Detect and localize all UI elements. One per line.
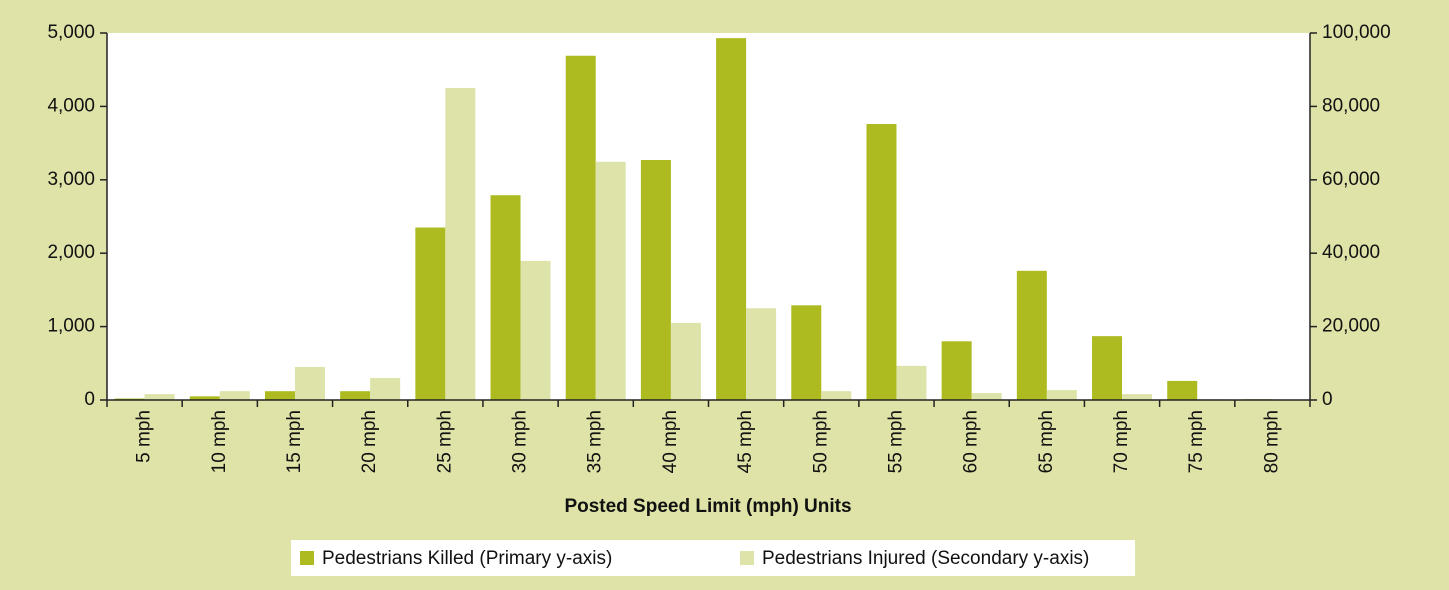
y2-tick-label: 40,000 [1322, 242, 1380, 263]
bar [370, 377, 401, 400]
y2-tick-label: 100,000 [1322, 22, 1391, 43]
legend-swatch [300, 551, 314, 565]
x-tick-label: 10 mph [209, 410, 230, 473]
x-tick-label: 30 mph [510, 410, 531, 473]
y2-tick-label: 60,000 [1322, 169, 1380, 190]
y-tick-label: 4,000 [47, 95, 95, 116]
bar [565, 55, 596, 401]
y-tick-label: 5,000 [47, 22, 95, 43]
bar [1092, 336, 1123, 400]
y-tick-label: 3,000 [47, 169, 95, 190]
x-tick-label: 25 mph [434, 410, 455, 473]
x-tick-label: 45 mph [735, 410, 756, 473]
bar [791, 305, 822, 400]
x-tick-label: 5 mph [134, 410, 155, 463]
y-tick-label: 2,000 [47, 242, 95, 263]
x-tick-label: 65 mph [1036, 410, 1057, 473]
bar [520, 260, 551, 400]
y-tick-label: 0 [84, 389, 95, 410]
bar [746, 308, 777, 400]
bar [866, 124, 897, 401]
bar [716, 38, 747, 400]
legend-box [291, 540, 1135, 576]
bar [445, 88, 476, 401]
y2-tick-label: 80,000 [1322, 95, 1380, 116]
x-tick-label: 70 mph [1111, 410, 1132, 473]
y-tick-label: 1,000 [47, 316, 95, 337]
x-tick-label: 20 mph [359, 410, 380, 473]
x-tick-label: 50 mph [810, 410, 831, 473]
x-tick-label: 15 mph [284, 410, 305, 473]
bar [189, 396, 220, 400]
bar [1167, 380, 1198, 400]
bar [670, 322, 701, 400]
bar [640, 159, 671, 400]
x-tick-label: 60 mph [961, 410, 982, 473]
x-tick-label: 75 mph [1186, 410, 1207, 473]
x-tick-label: 55 mph [885, 410, 906, 473]
bar [595, 161, 626, 400]
bar [294, 366, 325, 400]
bar [896, 365, 927, 400]
bar [1122, 394, 1153, 400]
legend-label: Pedestrians Killed (Primary y-axis) [322, 548, 612, 569]
bar [821, 391, 852, 400]
x-tick-label: 80 mph [1261, 410, 1282, 473]
x-tick-label: 35 mph [585, 410, 606, 473]
plot-area [107, 33, 1310, 400]
bar [1046, 390, 1077, 400]
y2-tick-label: 20,000 [1322, 316, 1380, 337]
bar [144, 394, 175, 400]
legend-label: Pedestrians Injured (Secondary y-axis) [762, 548, 1089, 569]
y2-tick-label: 0 [1322, 389, 1333, 410]
bar [219, 391, 250, 400]
x-axis-title: Posted Speed Limit (mph) Units [564, 496, 851, 517]
bar [264, 391, 295, 400]
bar [971, 393, 1002, 400]
bar [490, 195, 521, 400]
bar [340, 391, 371, 400]
legend-swatch [740, 551, 754, 565]
bar [415, 227, 446, 400]
bar [941, 341, 972, 400]
bar [1016, 270, 1047, 400]
x-tick-label: 40 mph [660, 410, 681, 473]
